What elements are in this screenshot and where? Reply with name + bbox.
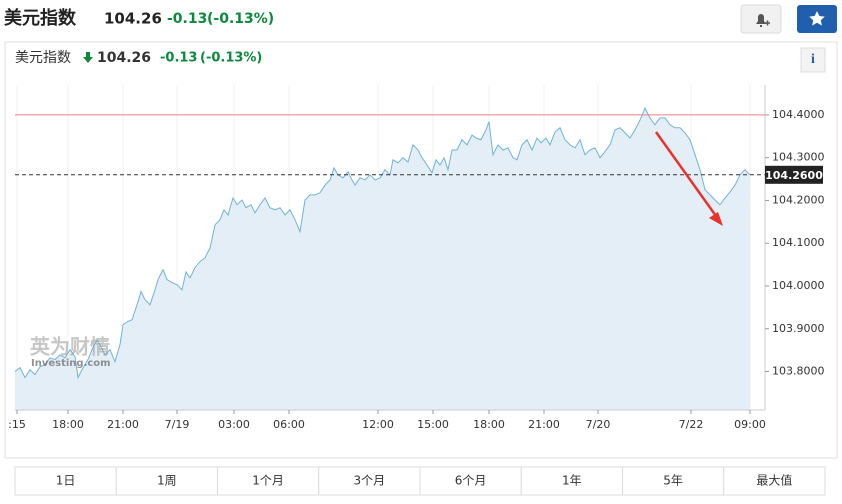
range-button[interactable]: 3个月 (318, 466, 421, 496)
range-button-bg (520, 466, 623, 496)
range-button[interactable]: 6个月 (419, 466, 522, 496)
range-button-bg (14, 466, 117, 496)
x-tick-label: :15 (8, 418, 26, 431)
x-tick-label: 18:00 (473, 418, 505, 431)
y-tick-label: 103.8000 (772, 365, 825, 378)
range-button-label: 5年 (663, 474, 683, 488)
chart-price: 104.26 (97, 50, 151, 66)
range-button-bg (115, 466, 218, 496)
x-tick-label: 7/22 (679, 418, 704, 431)
y-tick-label: 104.2000 (772, 193, 825, 206)
x-tick-label: 09:00 (734, 418, 766, 431)
x-tick-label: 21:00 (107, 418, 139, 431)
info-button[interactable]: i (800, 47, 826, 73)
range-button-label: 1周 (157, 474, 177, 488)
info-label: i (811, 52, 815, 67)
range-button-label: 6个月 (455, 474, 487, 488)
y-tick-label: 104.0000 (772, 279, 825, 292)
range-button[interactable]: 1日 (14, 466, 117, 496)
range-button-bg (622, 466, 725, 496)
annotation-arrow (654, 131, 723, 226)
x-tick-label: 7/20 (586, 418, 611, 431)
price-line (14, 106, 751, 380)
watchlist-button[interactable] (797, 5, 837, 33)
range-button-label: 1个月 (252, 474, 284, 488)
range-button-label: 最大值 (756, 473, 792, 488)
page-title: 美元指数 (4, 7, 77, 29)
x-tick-label: 12:00 (362, 418, 394, 431)
x-tick-label: 03:00 (218, 418, 250, 431)
x-tick-label: 06:00 (273, 418, 305, 431)
x-tick-label: 21:00 (528, 418, 560, 431)
y-tick-label: 104.4000 (772, 108, 825, 121)
range-bar: 1日 1周 1个月 3个月 6个月 1年 5年 最大值 (14, 466, 826, 496)
range-button-label: 3个月 (354, 474, 386, 488)
range-button[interactable]: 1周 (115, 466, 218, 496)
range-button-label: 1年 (562, 474, 582, 488)
chart-title: 美元指数 (15, 50, 71, 66)
chart-change-pct: (-0.13%) (200, 51, 262, 66)
x-tick-label: 15:00 (417, 418, 449, 431)
y-tick-label: 104.1000 (772, 236, 825, 249)
alert-button[interactable] (740, 4, 782, 34)
range-button-bg (723, 466, 826, 496)
range-button-label: 1日 (56, 474, 76, 488)
current-price-box (765, 165, 823, 184)
current-price-label: 104.2600 (765, 169, 823, 182)
chart-change: -0.13 (160, 51, 197, 66)
price: 104.26 (104, 10, 162, 28)
x-tick-label: 7/19 (165, 418, 190, 431)
x-tick-label: 18:00 (52, 418, 84, 431)
y-tick-label: 104.3000 (772, 151, 825, 164)
watermark-brand: 英为财情 (30, 335, 110, 359)
range-button-bg (318, 466, 421, 496)
range-button[interactable]: 1年 (520, 466, 623, 496)
range-button[interactable]: 5年 (622, 466, 725, 496)
range-button[interactable]: 最大值 (723, 466, 826, 496)
watermark-site: Investing.com (31, 358, 111, 369)
area-fill (15, 108, 750, 410)
y-tick-label: 103.9000 (772, 322, 825, 335)
change: -0.13 (167, 11, 207, 27)
plot: 104.4000 104.3000 104.2000 104.1000 104.0000… (8, 85, 825, 431)
change-pct: (-0.13%) (207, 11, 274, 27)
down-arrow (83, 52, 93, 63)
range-button[interactable]: 1个月 (217, 466, 320, 496)
